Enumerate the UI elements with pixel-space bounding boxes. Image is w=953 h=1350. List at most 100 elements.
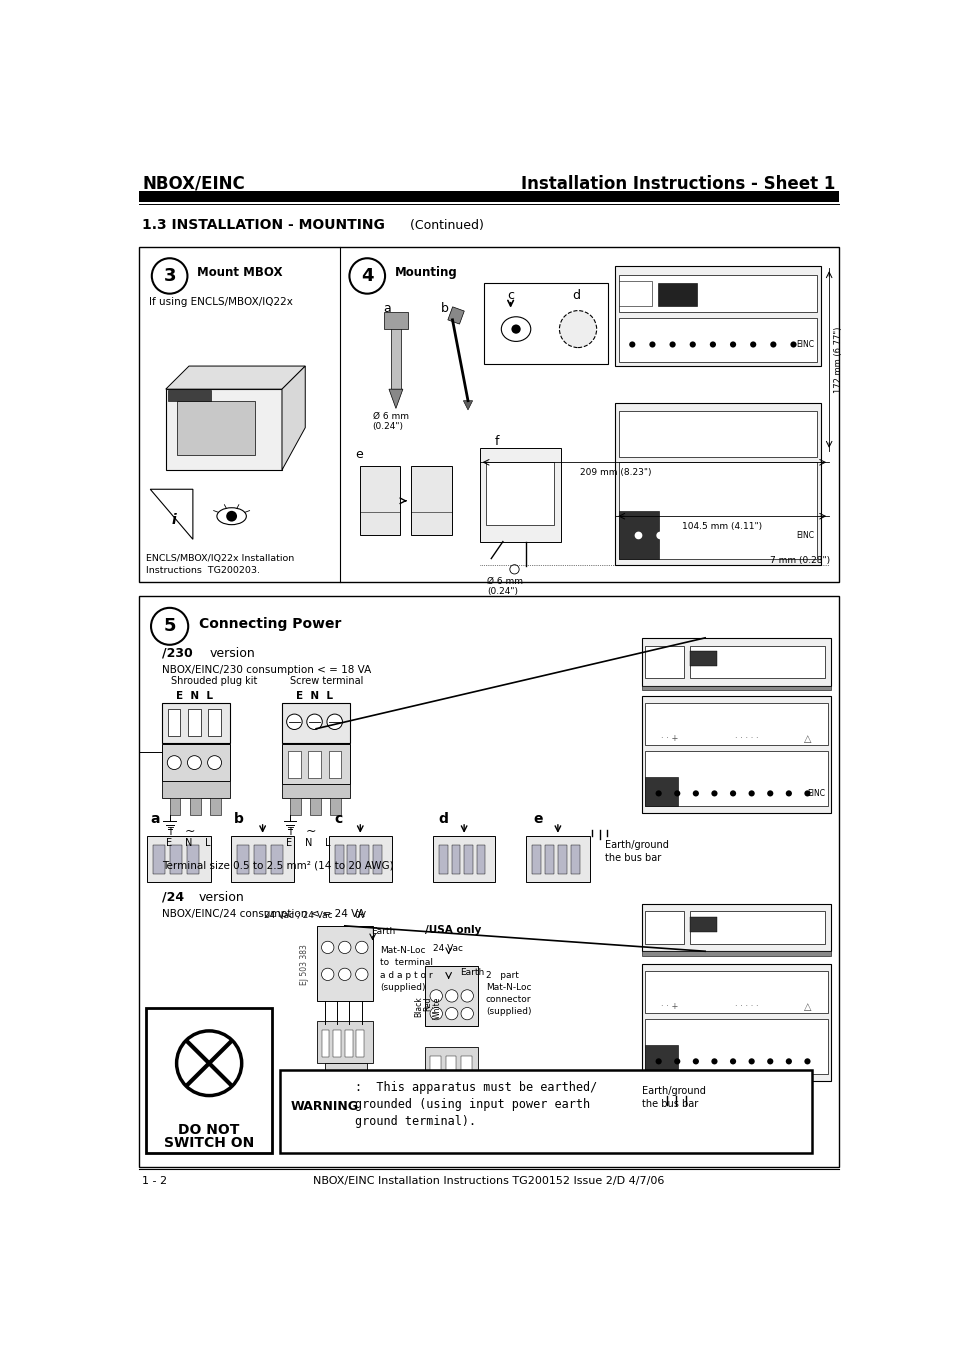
- Circle shape: [766, 1058, 773, 1064]
- Text: Red: Red: [422, 996, 432, 1011]
- Circle shape: [692, 1058, 699, 1064]
- Bar: [282, 784, 350, 798]
- Circle shape: [669, 342, 675, 347]
- Circle shape: [803, 790, 810, 796]
- Circle shape: [151, 608, 188, 645]
- Bar: [344, 1030, 353, 1057]
- Text: △: △: [803, 734, 811, 744]
- Text: /24: /24: [162, 891, 184, 904]
- Text: 5: 5: [163, 617, 175, 636]
- Bar: [384, 312, 407, 329]
- Bar: [188, 710, 200, 736]
- Bar: [168, 710, 180, 736]
- Circle shape: [327, 714, 342, 729]
- Circle shape: [656, 532, 663, 539]
- Circle shape: [629, 342, 635, 347]
- Circle shape: [748, 790, 754, 796]
- Circle shape: [785, 790, 791, 796]
- Text: 4: 4: [360, 267, 374, 285]
- Bar: [641, 686, 831, 690]
- Text: d: d: [438, 811, 448, 826]
- Bar: [645, 911, 683, 944]
- Circle shape: [321, 968, 334, 980]
- Text: · · +: · · +: [660, 734, 678, 744]
- Text: 3: 3: [163, 267, 175, 285]
- Bar: [162, 702, 230, 742]
- Circle shape: [709, 342, 716, 347]
- Circle shape: [286, 714, 302, 729]
- Bar: [641, 952, 831, 956]
- Bar: [231, 836, 294, 882]
- Text: SWITCH ON: SWITCH ON: [164, 1135, 254, 1150]
- Circle shape: [460, 1007, 473, 1019]
- Text: L: L: [204, 838, 210, 848]
- Text: /230: /230: [162, 647, 193, 660]
- Bar: [445, 1056, 456, 1083]
- Polygon shape: [282, 366, 305, 470]
- Circle shape: [766, 790, 773, 796]
- Bar: [162, 782, 230, 798]
- Text: NBOX/EINC/24 consumption < = 24 VA: NBOX/EINC/24 consumption < = 24 VA: [162, 910, 364, 919]
- Text: b: b: [233, 811, 244, 826]
- Circle shape: [769, 342, 776, 347]
- Circle shape: [509, 564, 518, 574]
- Bar: [328, 751, 340, 778]
- Bar: [479, 448, 560, 541]
- Bar: [282, 744, 350, 784]
- Circle shape: [748, 1058, 754, 1064]
- Bar: [439, 845, 448, 875]
- Bar: [645, 645, 683, 678]
- Text: N: N: [185, 838, 193, 848]
- Text: 7 mm (0.28"): 7 mm (0.28"): [770, 556, 830, 564]
- Text: Black: Black: [414, 996, 422, 1018]
- Text: 24 Vac ; 24 Vac: 24 Vac ; 24 Vac: [264, 910, 333, 919]
- Text: Instructions  TG200203.: Instructions TG200203.: [146, 566, 260, 575]
- Bar: [544, 845, 554, 875]
- Polygon shape: [150, 489, 193, 539]
- Bar: [328, 836, 392, 882]
- Text: NBOX/EINC/230 consumption < = 18 VA: NBOX/EINC/230 consumption < = 18 VA: [162, 666, 371, 675]
- Text: If using ENCLS/MBOX/IQ22x: If using ENCLS/MBOX/IQ22x: [149, 297, 293, 308]
- Circle shape: [692, 790, 699, 796]
- Bar: [279, 1069, 811, 1153]
- Text: version: version: [210, 647, 255, 660]
- Text: 2   part
Mat-N-Loc
connector
(supplied): 2 part Mat-N-Loc connector (supplied): [485, 972, 531, 1015]
- Bar: [138, 192, 839, 202]
- Circle shape: [764, 532, 772, 539]
- Bar: [618, 410, 816, 456]
- Text: · · +: · · +: [660, 1002, 678, 1011]
- Text: White: White: [432, 996, 441, 1019]
- Text: Screw terminal: Screw terminal: [290, 676, 363, 686]
- Text: Earth: Earth: [459, 968, 484, 976]
- Bar: [645, 751, 827, 806]
- Text: EINC: EINC: [806, 788, 824, 798]
- Text: NBOX/EINC: NBOX/EINC: [142, 174, 245, 193]
- Bar: [447, 306, 464, 324]
- Text: Ø 6 mm: Ø 6 mm: [373, 412, 408, 421]
- Bar: [170, 798, 180, 815]
- Bar: [618, 510, 659, 559]
- Bar: [615, 404, 820, 564]
- Polygon shape: [389, 389, 402, 409]
- Text: a: a: [382, 302, 390, 315]
- Bar: [162, 744, 230, 782]
- Bar: [689, 651, 716, 667]
- Text: T: T: [167, 828, 173, 837]
- Bar: [645, 778, 678, 806]
- Bar: [532, 845, 540, 875]
- Bar: [618, 462, 816, 559]
- Bar: [210, 798, 220, 815]
- Bar: [308, 751, 320, 778]
- Circle shape: [445, 1007, 457, 1019]
- Bar: [618, 281, 651, 306]
- Circle shape: [558, 310, 596, 347]
- Text: · · · · ·: · · · · ·: [734, 734, 758, 744]
- Bar: [525, 836, 589, 882]
- Circle shape: [634, 532, 641, 539]
- Circle shape: [460, 990, 473, 1002]
- Circle shape: [790, 342, 796, 347]
- Circle shape: [649, 342, 655, 347]
- Text: EINC: EINC: [796, 340, 814, 350]
- Bar: [321, 1030, 329, 1057]
- Text: EJ 503 383: EJ 503 383: [299, 944, 309, 984]
